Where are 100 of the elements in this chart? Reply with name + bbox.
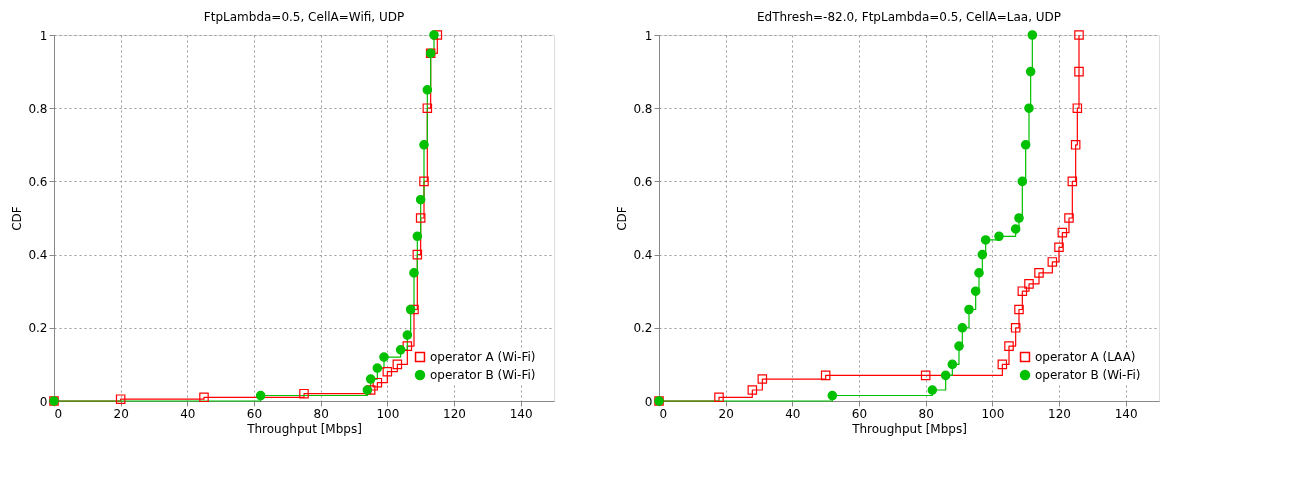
x-tick-label: 20 [113, 406, 129, 421]
point [415, 194, 426, 205]
point [757, 374, 768, 384]
x-tick-label: 0 [659, 406, 668, 421]
point [977, 249, 988, 260]
point [1027, 30, 1038, 40]
point [1054, 242, 1064, 253]
point [920, 370, 931, 381]
point [954, 341, 964, 351]
x-tick-label: 140 [509, 406, 533, 421]
legend-label: operator A (Wi-Fi) [430, 350, 536, 364]
point [409, 268, 419, 278]
legend-label: operator B (Wi-Fi) [430, 368, 536, 382]
point [1010, 323, 1021, 333]
point [1017, 286, 1028, 296]
x-tick-label: 40 [785, 406, 801, 421]
point [365, 374, 376, 384]
point [379, 352, 389, 362]
x-tick-label: 100 [981, 406, 1005, 421]
y-tick-label: 1 [39, 28, 48, 43]
y-tick-label: 0 [644, 394, 653, 409]
point [392, 359, 403, 370]
point [1057, 227, 1068, 238]
point [997, 359, 1008, 370]
y-tick-label: 0.6 [28, 174, 48, 189]
point [402, 341, 413, 351]
y-tick-label: 0.2 [633, 321, 653, 336]
point [115, 394, 126, 404]
x-axis-title: Throughput [Mbps] [246, 421, 362, 436]
y-tick-label: 0.6 [633, 174, 653, 189]
point [412, 249, 423, 260]
x-tick-label: 120 [1048, 406, 1071, 421]
point [1004, 341, 1014, 351]
x-axis-title: Throughput [Mbps] [851, 421, 967, 436]
y-tick-label: 0.4 [633, 248, 653, 263]
x-tick-label: 0 [54, 406, 63, 421]
point [994, 231, 1004, 242]
point [372, 377, 383, 388]
point [405, 304, 416, 315]
point [422, 103, 433, 113]
point [1047, 257, 1058, 267]
point [402, 330, 413, 340]
x-tick-label: 60 [851, 406, 868, 421]
point [412, 231, 423, 242]
point [415, 213, 426, 223]
point [1067, 176, 1078, 187]
point [1017, 176, 1028, 187]
point [827, 390, 838, 401]
point [714, 392, 724, 403]
point [429, 30, 439, 40]
point [964, 304, 974, 315]
point [980, 235, 991, 245]
point [1010, 224, 1021, 234]
point [255, 390, 266, 401]
legend-label: operator B (Wi-Fi) [1035, 368, 1141, 382]
point [820, 370, 831, 381]
point [299, 388, 309, 399]
x-tick-label: 120 [443, 406, 466, 421]
point [199, 392, 209, 403]
chart-title: FtpLambda=0.5, CellA=Wifi, UDP [203, 10, 405, 25]
point [957, 323, 968, 333]
point [419, 176, 429, 187]
point [372, 363, 383, 373]
legend-label: operator A (LAA) [1035, 350, 1136, 364]
y-axis-title: CDF [10, 206, 25, 231]
point [1024, 279, 1034, 289]
y-tick-label: 0.8 [633, 101, 653, 116]
point [1014, 304, 1024, 315]
x-tick-label: 60 [246, 406, 263, 421]
point [395, 344, 406, 355]
point [422, 85, 433, 95]
point [747, 385, 758, 395]
point [382, 366, 393, 377]
x-tick-label: 20 [718, 406, 734, 421]
point [1014, 213, 1024, 223]
point [927, 385, 938, 395]
point [1020, 140, 1031, 150]
y-tick-label: 1 [644, 28, 653, 43]
point [1034, 268, 1044, 278]
point [974, 268, 984, 278]
point [970, 286, 981, 296]
point [940, 370, 951, 381]
point [1074, 66, 1084, 77]
y-tick-label: 0.4 [28, 248, 48, 263]
x-tick-label: 80 [918, 406, 934, 421]
point [1070, 140, 1081, 150]
y-tick-label: 0 [39, 394, 48, 409]
x-tick-label: 80 [313, 406, 329, 421]
x-tick-label: 100 [376, 406, 400, 421]
x-tick-label: 40 [180, 406, 196, 421]
point [1024, 103, 1034, 113]
y-tick-label: 0.8 [28, 101, 48, 116]
y-tick-label: 0.2 [28, 321, 48, 336]
point [1025, 66, 1036, 77]
point [1074, 30, 1084, 40]
chart-title: EdThresh=-82.0, FtpLambda=0.5, CellA=Laa, UDP [756, 10, 1062, 25]
point [1072, 103, 1083, 113]
y-axis-title: CDF [615, 206, 630, 231]
point [1064, 213, 1074, 223]
x-tick-label: 140 [1114, 406, 1138, 421]
